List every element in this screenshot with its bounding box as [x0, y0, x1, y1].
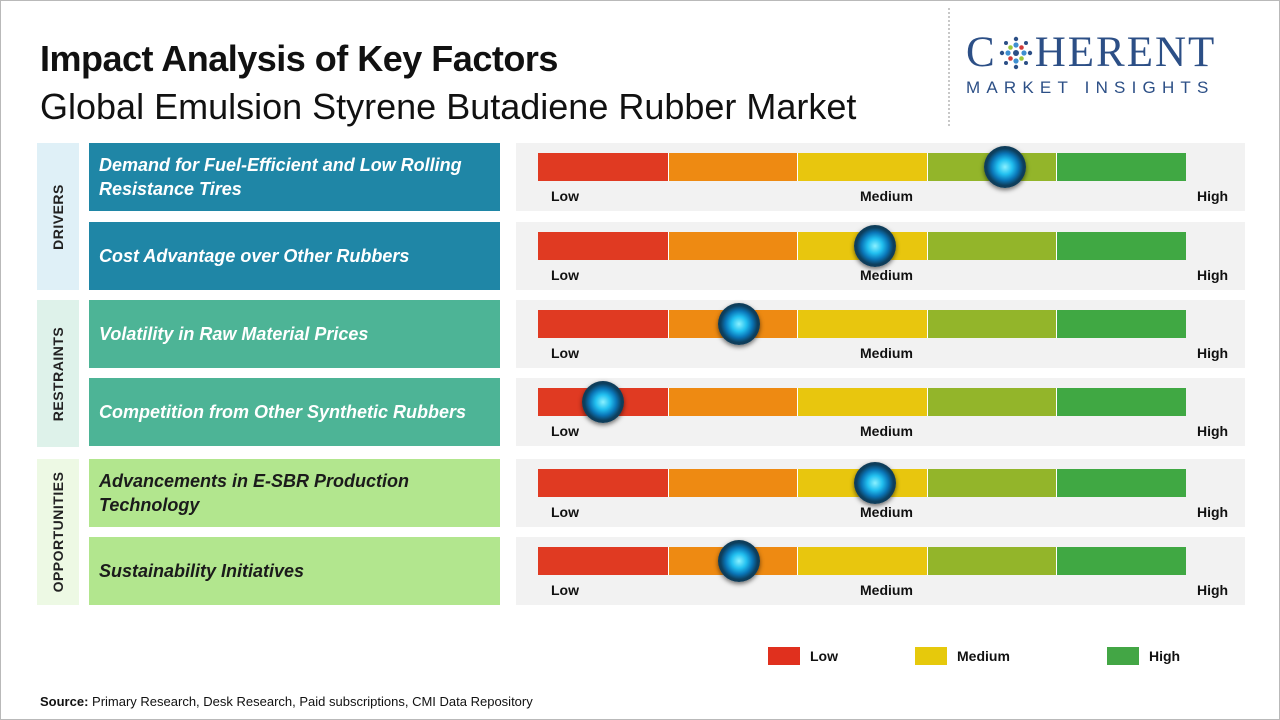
gauge-scale-bar [538, 310, 1186, 338]
gauge-segment [538, 153, 668, 181]
legend-swatch [1107, 647, 1139, 665]
gauge-marker [853, 462, 896, 504]
category-drivers: DRIVERS [37, 143, 79, 290]
gauge-marker [717, 540, 760, 582]
gauge-segment [538, 232, 668, 260]
gauge-segment [926, 388, 1057, 416]
source-text: Primary Research, Desk Research, Paid su… [92, 694, 533, 709]
factor-label: Demand for Fuel-Efficient and Low Rollin… [99, 155, 462, 199]
gauge-segment [797, 153, 927, 181]
legend-item-medium: Medium [915, 647, 1010, 665]
gauge-segment [926, 310, 1057, 338]
logo-globe-icon [999, 36, 1032, 70]
gauge-low-label: Low [551, 345, 579, 361]
logo-text-start: C [966, 29, 997, 76]
gauge-low-label: Low [551, 188, 579, 204]
factor-label: Volatility in Raw Material Prices [99, 324, 369, 344]
factor-box: Competition from Other Synthetic Rubbers [89, 378, 500, 446]
impact-gauge: Low Medium High [516, 143, 1245, 211]
gauge-segment [926, 547, 1057, 575]
category-label: DRIVERS [50, 183, 66, 250]
gauge-scale-bar [538, 388, 1186, 416]
gauge-segment [667, 153, 798, 181]
gauge-high-label: High [1197, 267, 1229, 283]
logo-subtext: MARKET INSIGHTS [966, 78, 1215, 97]
gauge-high-label: High [1197, 582, 1229, 598]
gauge-marker [717, 303, 760, 345]
gauge-segment [667, 232, 798, 260]
gauge-medium-label: Medium [860, 423, 913, 439]
gauge-high-label: High [1197, 423, 1229, 439]
logo-divider [948, 8, 950, 126]
gauge-marker [853, 225, 896, 267]
gauge-scale-bar [538, 153, 1186, 181]
legend-item-low: Low [768, 647, 838, 665]
source-label: Source: [40, 694, 89, 709]
gauge-marker [581, 381, 624, 423]
logo-text-end: HERENT [1034, 29, 1217, 76]
gauge-segment [797, 310, 927, 338]
gauge-low-label: Low [551, 504, 579, 520]
legend-swatch [768, 647, 800, 665]
gauge-medium-label: Medium [860, 582, 913, 598]
gauge-segment [1056, 310, 1186, 338]
gauge-scale-bar [538, 469, 1186, 497]
impact-gauge: Low Medium High [516, 300, 1245, 368]
legend-label: High [1149, 648, 1181, 664]
impact-gauge: Low Medium High [516, 378, 1245, 446]
factor-box: Sustainability Initiatives [89, 537, 500, 605]
gauge-segment [797, 388, 927, 416]
gauge-segment [1056, 232, 1186, 260]
gauge-segment [797, 547, 927, 575]
category-opportunities: OPPORTUNITIES [37, 459, 79, 605]
page-title: Impact Analysis of Key Factors [40, 38, 558, 79]
gauge-medium-label: Medium [860, 267, 913, 283]
gauge-segment [1056, 547, 1186, 575]
impact-gauge: Low Medium High [516, 537, 1245, 605]
impact-gauge: Low Medium High [516, 459, 1245, 527]
factor-label: Sustainability Initiatives [99, 561, 305, 581]
legend-label: Low [810, 648, 838, 664]
gauge-scale-bar [538, 547, 1186, 575]
category-restraints: RESTRAINTS [37, 300, 79, 447]
gauge-high-label: High [1197, 504, 1229, 520]
factor-label: Cost Advantage over Other Rubbers [99, 246, 410, 266]
gauge-segment [1056, 469, 1186, 497]
legend-item-high: High [1107, 647, 1180, 665]
gauge-segment [667, 388, 798, 416]
gauge-low-label: Low [551, 267, 579, 283]
gauge-low-label: Low [551, 582, 579, 598]
gauge-segment [538, 469, 668, 497]
gauge-medium-label: Medium [860, 345, 913, 361]
gauge-segment [667, 469, 798, 497]
legend-swatch [915, 647, 947, 665]
gauge-segment [538, 310, 668, 338]
page-subtitle: Global Emulsion Styrene Butadiene Rubber… [40, 86, 857, 127]
factor-box: Volatility in Raw Material Prices [89, 300, 500, 368]
source-note: Source: Primary Research, Desk Research,… [40, 694, 533, 709]
gauge-segment [1056, 388, 1186, 416]
factor-label: Advancements in E-SBR Production Technol… [99, 471, 410, 515]
gauge-medium-label: Medium [860, 188, 913, 204]
gauge-medium-label: Medium [860, 504, 913, 520]
gauge-segment [926, 469, 1057, 497]
factor-box: Cost Advantage over Other Rubbers [89, 222, 500, 290]
factor-box: Advancements in E-SBR Production Technol… [89, 459, 500, 527]
gauge-segment [1056, 153, 1186, 181]
factor-box: Demand for Fuel-Efficient and Low Rollin… [89, 143, 500, 211]
gauge-high-label: High [1197, 345, 1229, 361]
gauge-high-label: High [1197, 188, 1229, 204]
category-label: OPPORTUNITIES [50, 471, 66, 593]
company-logo: C HERENT MARKET INSIGHTS [966, 30, 1266, 98]
legend-label: Medium [957, 648, 1010, 664]
gauge-segment [926, 232, 1057, 260]
factor-label: Competition from Other Synthetic Rubbers [99, 402, 467, 422]
impact-gauge: Low Medium High [516, 222, 1245, 290]
category-label: RESTRAINTS [50, 326, 66, 421]
gauge-marker [983, 146, 1026, 188]
gauge-segment [538, 547, 668, 575]
gauge-low-label: Low [551, 423, 579, 439]
